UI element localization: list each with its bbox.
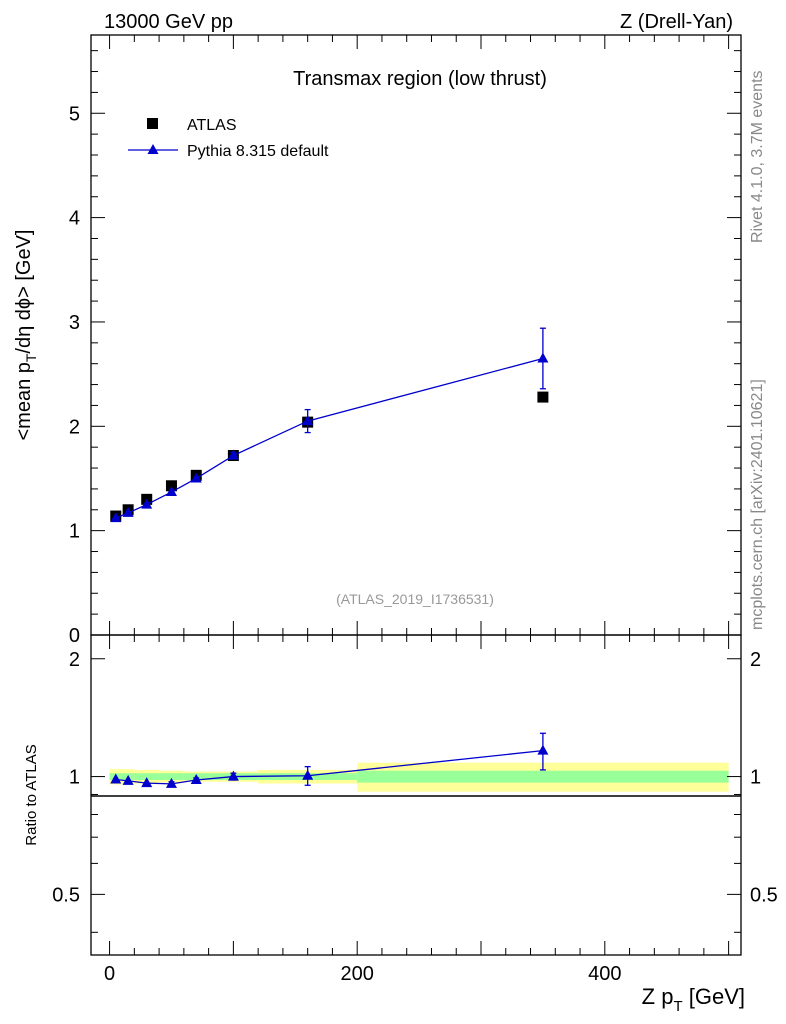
ratio-pythia-point — [165, 777, 177, 788]
main-panel: 0 1 2 3 4 5 Transmax region (low thrust) (ATL… — [13, 34, 742, 647]
main-data — [110, 327, 549, 523]
pythia-point — [141, 498, 153, 509]
x-tick-label: 0 — [104, 963, 115, 985]
y-tick-label: 5 — [69, 103, 80, 125]
legend-pythia-marker — [147, 144, 159, 154]
atlas-point — [165, 480, 177, 492]
chart-title: Transmax region (low thrust) — [293, 68, 547, 90]
ratio-band-stat — [357, 770, 729, 783]
pythia-line — [115, 357, 544, 519]
ratio-axes: 0 200 400 0.5 0.5 1 1 2 2 — [52, 635, 778, 985]
legend-atlas-marker — [147, 118, 158, 129]
y-tick-label: 3 — [69, 312, 80, 334]
ratio-pythia-point — [227, 770, 239, 781]
ratio-band-stat — [159, 773, 184, 780]
y-tick-label: 2 — [69, 416, 80, 438]
rivet-label: Rivet 4.1.0, 3.7M events — [749, 70, 766, 243]
pythia-point — [190, 472, 202, 483]
ratio-pythia-point — [122, 774, 134, 785]
pythia-point — [122, 506, 134, 517]
mcplots-label: mcplots.cern.ch [arXiv:2401.10621] — [749, 379, 766, 630]
y-axis-label: <mean pT/dη dϕ> [GeV] — [13, 229, 39, 440]
ratio-y-tick-label: 0.5 — [52, 884, 80, 906]
ratio-frame — [90, 634, 742, 956]
legend: ATLAS Pythia 8.315 default — [128, 117, 329, 160]
x-tick-label: 400 — [588, 963, 621, 985]
ratio-panel: 0 200 400 0.5 0.5 1 1 2 2 Ratio to ATLAS — [23, 634, 778, 985]
ratio-y-axis-label: Ratio to ATLAS — [23, 744, 40, 845]
ratio-bands — [109, 762, 729, 792]
ratio-y-tick-label-right: 2 — [750, 649, 761, 671]
ratio-pythia-point — [302, 769, 314, 780]
ratio-band-stat — [134, 773, 160, 780]
ratio-y-tick-label-right: 1 — [750, 767, 761, 789]
ratio-pythia-point — [110, 773, 122, 784]
process-label: Z (Drell-Yan) — [620, 11, 733, 33]
legend-atlas-label: ATLAS — [187, 117, 237, 134]
atlas-point — [537, 391, 549, 403]
reference-label: (ATLAS_2019_I1736531) — [336, 591, 494, 607]
pythia-point — [227, 449, 239, 460]
x-axis-label-main: Z p — [642, 984, 674, 1009]
energy-label: 13000 GeV pp — [104, 11, 233, 33]
pythia-point — [302, 415, 314, 426]
pythia-point — [537, 352, 549, 363]
pythia-point — [165, 486, 177, 497]
y-axis-label-part2: /dη dϕ> [GeV] — [13, 229, 35, 353]
ratio-pythia-point — [537, 744, 549, 755]
y-axis-label-part1: <mean p — [13, 362, 35, 440]
ratio-pythia-point — [190, 773, 202, 784]
ratio-y-tick-label-right: 0.5 — [750, 884, 778, 906]
main-axes: 0 1 2 3 4 5 — [69, 35, 741, 647]
y-tick-label: 4 — [69, 208, 80, 230]
x-axis-label-sub: T — [673, 998, 682, 1015]
legend-pythia-label: Pythia 8.315 default — [187, 143, 329, 160]
ratio-y-tick-label: 2 — [69, 649, 80, 671]
pythia-point — [110, 512, 122, 523]
y-axis-label-sub: T — [23, 353, 39, 362]
x-axis-label: Z pT [GeV] — [642, 984, 745, 1015]
ratio-y-tick-label: 1 — [69, 767, 80, 789]
y-tick-label: 1 — [69, 521, 80, 543]
x-tick-label: 200 — [341, 963, 374, 985]
y-tick-label: 0 — [69, 625, 80, 647]
ratio-pythia-point — [141, 777, 153, 788]
ratio-data — [110, 732, 549, 788]
x-axis-label-unit: [GeV] — [683, 984, 745, 1009]
